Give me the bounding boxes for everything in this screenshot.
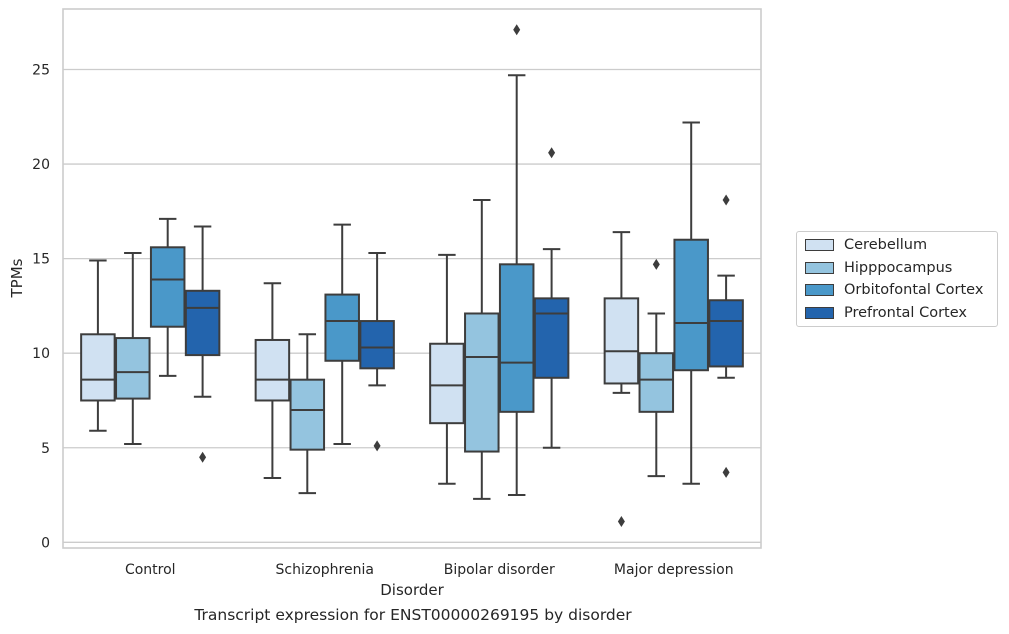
x-tick-label: Major depression [614, 562, 734, 578]
x-tick-label: Bipolar disorder [444, 562, 555, 578]
legend-label: Cerebellum [844, 237, 928, 253]
box-prefrontal-cortex [533, 147, 570, 449]
legend-item: Prefrontal Cortex [805, 304, 967, 322]
iqr-box [603, 297, 640, 385]
y-tick-label: 15 [32, 252, 50, 268]
legend-item: Orbitofontal Cortex [805, 281, 983, 299]
iqr-box [254, 338, 291, 402]
outlier-point [548, 147, 556, 159]
y-axis-label: TPMs [8, 258, 26, 298]
iqr-box [498, 263, 535, 413]
box-cerebellum [603, 231, 640, 528]
legend-swatch [805, 261, 834, 274]
box-prefrontal-cortex [184, 225, 221, 463]
legend-item: Hipppocampus [805, 259, 952, 277]
legend: Cerebellum Hipppocampus Orbitofontal Corte… [796, 231, 998, 327]
iqr-box [359, 320, 395, 370]
box-hipppocampus [464, 199, 500, 500]
iqr-box [429, 342, 465, 425]
iqr-box [673, 238, 709, 372]
y-tick-label: 0 [41, 535, 50, 551]
box-orbitofontal-cortex [673, 121, 709, 485]
outlier-point [513, 24, 521, 36]
legend-label: Prefrontal Cortex [844, 304, 967, 321]
legend-item: Cerebellum [805, 236, 927, 254]
box-cerebellum [254, 282, 291, 480]
y-tick-label: 10 [32, 346, 50, 362]
iqr-box [184, 289, 221, 357]
y-tick-label: 25 [32, 63, 50, 79]
box-hipppocampus [638, 258, 675, 478]
iqr-box [115, 337, 151, 400]
legend-swatch [805, 239, 834, 251]
box-cerebellum [429, 253, 465, 485]
y-tick-label: 20 [32, 157, 50, 173]
x-tick-label: Schizophrenia [276, 562, 374, 578]
outlier-point [199, 451, 207, 463]
y-tick-labels: 0 5 10 15 20 25 [32, 63, 50, 552]
iqr-box [289, 378, 326, 451]
iqr-box [464, 312, 500, 453]
legend-swatch [805, 284, 834, 296]
legend-label: Hipppocampus [844, 259, 953, 276]
iqr-box [149, 246, 186, 328]
chart-caption: Transcript expression for ENST0000026919… [194, 606, 632, 624]
iqr-box [324, 293, 360, 362]
iqr-box [533, 297, 570, 379]
outlier-point [722, 466, 730, 478]
legend-label: Orbitofontal Cortex [844, 282, 984, 298]
box-hipppocampus [289, 333, 326, 495]
iqr-box [638, 352, 675, 413]
outlier-point [722, 194, 730, 206]
y-tick-label: 5 [41, 441, 50, 457]
legend-swatch [805, 306, 834, 319]
iqr-box [708, 299, 744, 368]
x-tick-labels: Control Schizophrenia Bipolar disorder Majo… [125, 562, 734, 578]
boxes [80, 24, 744, 528]
outlier-point [373, 440, 381, 452]
outlier-point [652, 258, 660, 270]
box-orbitofontal-cortex [149, 217, 186, 377]
box-orbitofontal-cortex [324, 223, 360, 445]
plot-frame [62, 8, 762, 549]
x-axis-label: Disorder [380, 581, 444, 599]
iqr-box [80, 333, 116, 402]
box-hipppocampus [115, 251, 151, 445]
outlier-point [617, 516, 625, 528]
box-cerebellum [80, 259, 116, 432]
box-prefrontal-cortex [708, 194, 744, 478]
box-orbitofontal-cortex [498, 24, 535, 497]
x-tick-label: Control [125, 562, 176, 578]
box-prefrontal-cortex [359, 251, 395, 452]
